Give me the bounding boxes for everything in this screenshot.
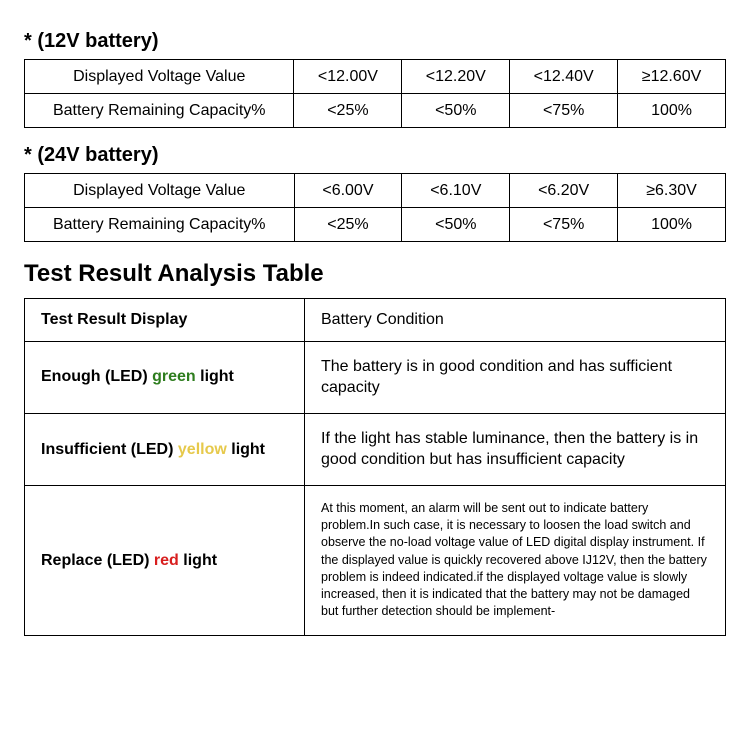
heading-analysis: Test Result Analysis Table <box>24 260 726 288</box>
result-prefix: Insufficient (LED) <box>41 441 178 458</box>
cell-value: <50% <box>402 208 510 242</box>
result-prefix: Replace (LED) <box>41 552 154 569</box>
cell-label: Displayed Voltage Value <box>25 174 295 208</box>
cell-value: <75% <box>510 208 618 242</box>
condition-desc-text: At this moment, an alarm will be sent ou… <box>321 500 709 621</box>
result-display: Replace (LED) red light <box>25 485 305 635</box>
cell-value: <12.20V <box>402 60 510 94</box>
cell-value: <12.40V <box>510 60 618 94</box>
result-suffix: light <box>196 368 234 385</box>
result-prefix: Enough (LED) <box>41 368 152 385</box>
result-suffix: light <box>179 552 217 569</box>
cell-value: <12.00V <box>294 60 402 94</box>
cell-value: 100% <box>618 208 726 242</box>
cell-value: <75% <box>510 94 618 128</box>
table-analysis: Test Result Display Battery Condition En… <box>24 298 726 636</box>
color-word-red: red <box>154 552 179 569</box>
heading-24v: * (24V battery) <box>24 144 726 167</box>
result-display: Enough (LED) green light <box>25 341 305 413</box>
cell-value: ≥6.30V <box>618 174 726 208</box>
cell-value: <25% <box>294 208 402 242</box>
cell-value: 100% <box>618 94 726 128</box>
table-12v: Displayed Voltage Value <12.00V <12.20V … <box>24 59 726 128</box>
table-row: Enough (LED) green light The battery is … <box>25 341 726 413</box>
color-word-green: green <box>152 368 196 385</box>
header-right: Battery Condition <box>305 299 726 342</box>
cell-label: Displayed Voltage Value <box>25 60 294 94</box>
cell-value: ≥12.60V <box>618 60 726 94</box>
table-row: Battery Remaining Capacity% <25% <50% <7… <box>25 208 726 242</box>
heading-12v: * (12V battery) <box>24 30 726 53</box>
result-suffix: light <box>227 441 265 458</box>
header-left: Test Result Display <box>25 299 305 342</box>
result-display: Insufficient (LED) yellow light <box>25 413 305 485</box>
table-24v: Displayed Voltage Value <6.00V <6.10V <6… <box>24 173 726 242</box>
table-row: Displayed Voltage Value <12.00V <12.20V … <box>25 60 726 94</box>
cell-value: <50% <box>402 94 510 128</box>
cell-value: <6.10V <box>402 174 510 208</box>
cell-value: <25% <box>294 94 402 128</box>
cell-label: Battery Remaining Capacity% <box>25 208 295 242</box>
table-row: Replace (LED) red light At this moment, … <box>25 485 726 635</box>
color-word-yellow: yellow <box>178 441 227 458</box>
table-row: Test Result Display Battery Condition <box>25 299 726 342</box>
condition-desc: The battery is in good condition and has… <box>305 341 726 413</box>
table-row: Battery Remaining Capacity% <25% <50% <7… <box>25 94 726 128</box>
condition-desc: If the light has stable luminance, then … <box>305 413 726 485</box>
cell-value: <6.20V <box>510 174 618 208</box>
table-row: Displayed Voltage Value <6.00V <6.10V <6… <box>25 174 726 208</box>
cell-value: <6.00V <box>294 174 402 208</box>
condition-desc: At this moment, an alarm will be sent ou… <box>305 485 726 635</box>
table-row: Insufficient (LED) yellow light If the l… <box>25 413 726 485</box>
cell-label: Battery Remaining Capacity% <box>25 94 294 128</box>
